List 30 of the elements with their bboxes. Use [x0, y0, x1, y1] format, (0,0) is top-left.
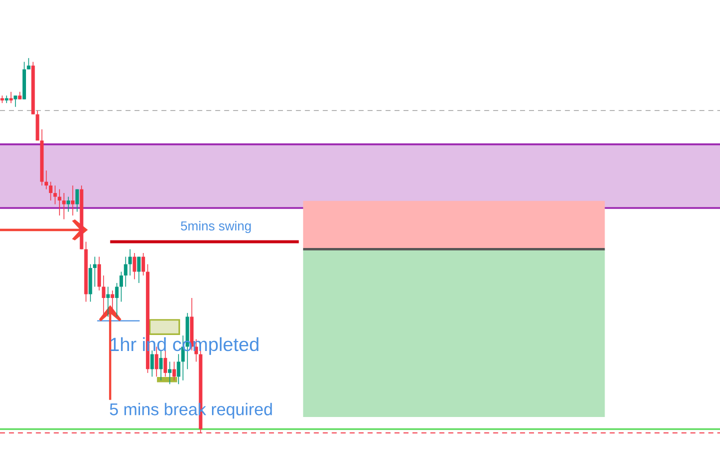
- candlestick: [128, 248, 132, 276]
- candlestick: [164, 350, 168, 378]
- candlestick: [26, 58, 30, 70]
- candlestick: [137, 256, 141, 284]
- candlestick: [75, 188, 79, 212]
- candlestick: [168, 361, 172, 385]
- candlestick: [93, 256, 97, 288]
- ref-line-label: 5mins swing: [180, 220, 251, 234]
- candlestick: [62, 192, 66, 220]
- candlestick: [172, 361, 176, 381]
- candlestick: [142, 252, 146, 276]
- candlestick: [119, 271, 124, 302]
- candlestick: [97, 256, 101, 291]
- candlestick: [124, 256, 128, 288]
- candlestick: [106, 286, 110, 318]
- candlestick: [115, 282, 119, 318]
- candlestick: [14, 95, 18, 108]
- candlestick: [150, 350, 154, 378]
- candlestick: [132, 252, 136, 280]
- candlestick: [48, 181, 52, 201]
- candlestick: [110, 290, 114, 314]
- candlestick: [159, 350, 163, 381]
- candlestick: [9, 91, 13, 104]
- candlestick: [66, 196, 70, 212]
- candlestick: [70, 185, 75, 216]
- candlestick: [58, 188, 62, 216]
- candlestick: [176, 354, 180, 385]
- candlestick: [102, 275, 106, 318]
- candlestick: [53, 185, 57, 205]
- candlestick: [44, 170, 48, 190]
